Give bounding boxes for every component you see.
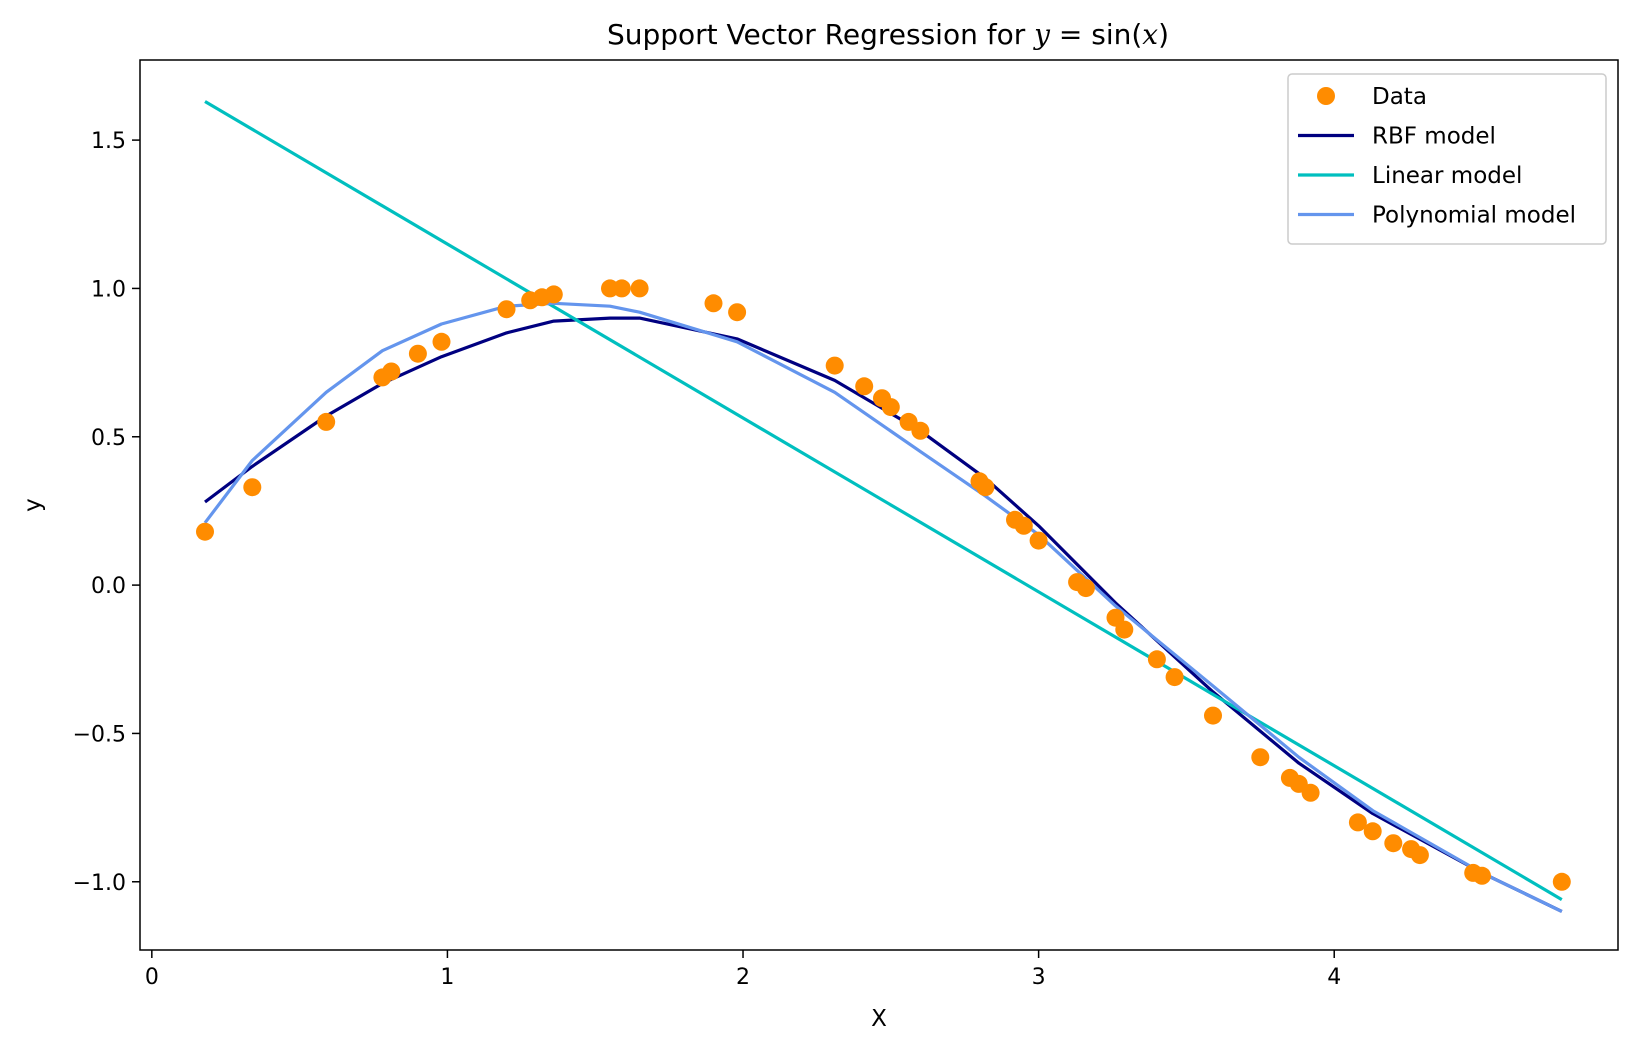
data-point: [1029, 531, 1048, 550]
x-axis-label: X: [871, 1006, 887, 1032]
data-point: [630, 279, 649, 298]
y-tick-label: 0.5: [91, 426, 126, 451]
y-axis-label: y: [20, 498, 46, 512]
data-point: [911, 421, 930, 440]
data-point: [1251, 748, 1270, 767]
x-axis: 0 1 2 3 4: [145, 950, 1341, 990]
data-point: [881, 398, 900, 417]
data-point: [704, 294, 723, 313]
data-point: [1301, 783, 1320, 802]
legend-label-data: Data: [1372, 84, 1427, 110]
y-tick-label: 0.0: [91, 574, 126, 599]
legend-label-rbf-model: RBF model: [1372, 124, 1496, 150]
data-point: [196, 522, 214, 541]
data-point: [1473, 866, 1491, 885]
x-tick-label: 3: [1032, 965, 1046, 990]
data-point: [382, 362, 401, 381]
data-point: [317, 412, 336, 431]
series-layer: [196, 100, 1571, 913]
data-point: [1363, 822, 1382, 841]
x-tick-label: 0: [145, 965, 159, 990]
data-point: [1204, 706, 1222, 725]
data-point: [1147, 650, 1166, 669]
y-tick-label: 1.0: [91, 277, 126, 302]
data-point: [1165, 668, 1184, 687]
data-point: [976, 478, 995, 497]
legend-marker-data: [1317, 87, 1335, 105]
y-axis: −1.0 −0.5 0.0 0.5 1.0 1.5: [73, 129, 140, 896]
y-tick-label: −1.0: [73, 871, 126, 896]
data-point: [825, 356, 844, 375]
data-point: [855, 377, 874, 396]
x-tick-label: 1: [440, 965, 454, 990]
legend: Data RBF model Linear model Polynomial mode…: [1287, 73, 1607, 245]
data-point: [1384, 834, 1403, 853]
data-point: [243, 478, 262, 497]
legend-label-polynomial-model: Polynomial model: [1372, 203, 1576, 229]
data-point: [432, 332, 451, 351]
polynomial-model-line: [203, 301, 1563, 913]
data-points: [196, 279, 1571, 891]
legend-label-linear-model: Linear model: [1372, 163, 1522, 189]
x-tick-label: 4: [1327, 965, 1341, 990]
data-point: [1348, 813, 1367, 832]
data-point: [1076, 579, 1095, 598]
data-point: [544, 285, 563, 304]
data-point: [612, 279, 631, 298]
data-point: [1552, 872, 1571, 891]
y-tick-label: 1.5: [91, 129, 126, 154]
legend-box: [1287, 73, 1607, 245]
data-point: [728, 303, 747, 322]
data-point: [497, 300, 516, 319]
x-tick-label: 2: [736, 965, 750, 990]
chart-title: Support Vector Regression for y = sin(x): [607, 18, 1169, 51]
data-point: [1410, 846, 1429, 865]
data-point: [1115, 620, 1134, 639]
linear-model-line: [204, 100, 1563, 901]
data-point: [1014, 516, 1033, 535]
data-point: [408, 344, 427, 363]
y-tick-label: −0.5: [73, 722, 126, 747]
